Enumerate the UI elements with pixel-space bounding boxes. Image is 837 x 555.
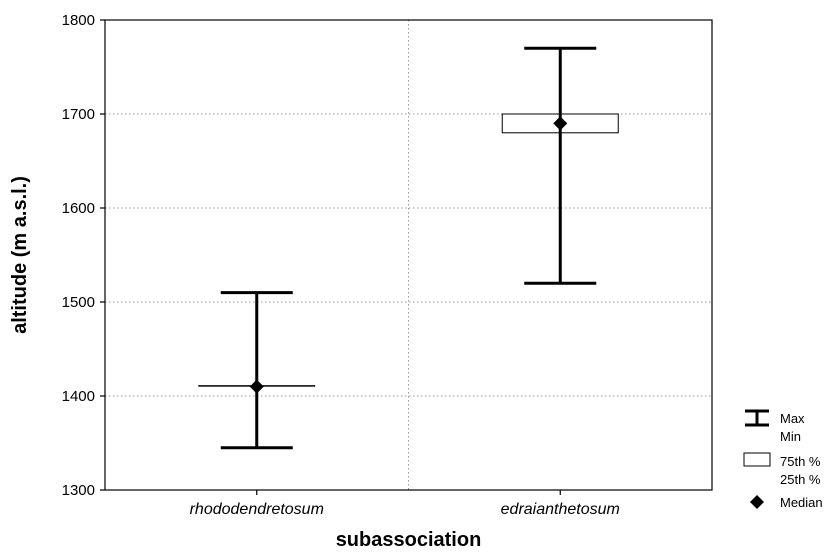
x-axis-title: subassociation (336, 529, 482, 551)
box-group (501, 46, 619, 285)
quartile-box (501, 113, 619, 134)
legend-min-label: Min (780, 429, 801, 444)
legend-whisker-icon (745, 409, 769, 427)
legend-25th-label: 25th % (780, 472, 821, 487)
axis-layer: 1300 1400 1500 1600 1700 1800 rhododendretosum… (62, 12, 620, 518)
y-tick-label: 1800 (62, 12, 95, 29)
marks-layer (198, 46, 619, 450)
median-marker (553, 116, 568, 131)
median-marker (249, 379, 264, 394)
grid-layer (105, 20, 712, 490)
y-axis-title: altitude (m a.s.l.) (9, 176, 31, 334)
y-tick-label: 1500 (62, 294, 95, 311)
legend-75th-label: 75th % (780, 454, 821, 469)
box-group (198, 291, 316, 450)
y-tick-label: 1600 (62, 200, 95, 217)
x-tick-label: rhododendretosum (190, 501, 324, 518)
x-tick-label: edraianthetosum (501, 501, 620, 518)
y-tick-label: 1300 (62, 482, 95, 499)
y-tick-label: 1700 (62, 106, 95, 123)
legend-diamond-icon (750, 495, 764, 509)
plot-frame (104, 19, 713, 491)
legend-max-label: Max (780, 411, 805, 426)
y-tick-label: 1400 (62, 388, 95, 405)
legend: Max Min 75th % 25th % Median (743, 409, 823, 510)
legend-box-icon (743, 452, 771, 467)
legend-median-label: Median (780, 495, 823, 510)
